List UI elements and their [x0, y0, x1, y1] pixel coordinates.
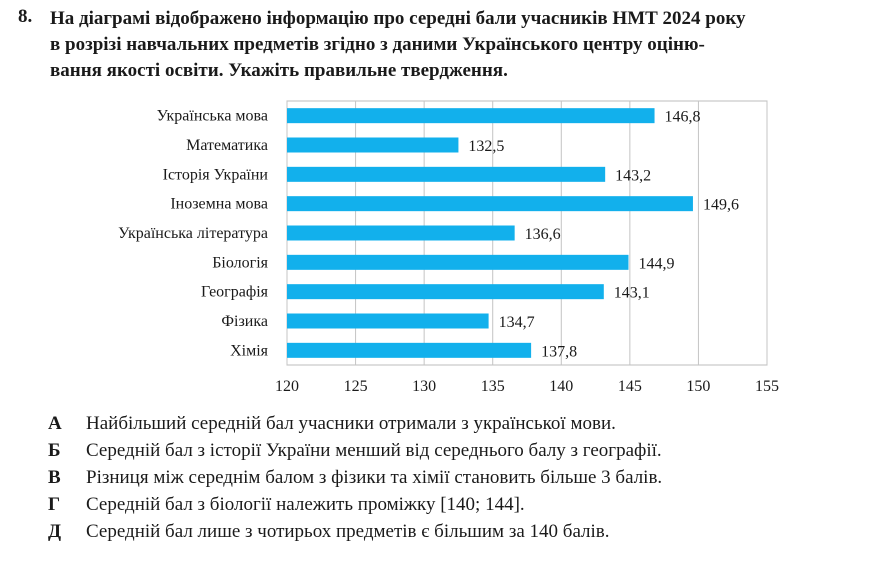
x-tick-label: 155 [755, 378, 779, 395]
bar [287, 196, 693, 212]
category-label: Українська література [118, 225, 268, 242]
answer-letter: А [48, 413, 62, 434]
x-tick-label: 130 [412, 378, 436, 395]
chart-labels: 120 125 130 135 140 145 150 155 Українська мова 1… [118, 108, 779, 395]
x-tick-label: 140 [549, 378, 573, 395]
category-label: Хімія [230, 342, 269, 359]
value-label: 146,8 [665, 109, 701, 126]
value-label: 136,6 [525, 226, 561, 243]
bar [287, 254, 629, 270]
bar [287, 166, 606, 182]
value-label: 137,8 [541, 343, 577, 360]
value-label: 143,1 [614, 285, 650, 302]
answer-text: Середній бал з історії України менший ві… [86, 440, 662, 461]
answer-text: Середній бал лише з чотирьох предметів є… [86, 521, 610, 542]
chart-bars [287, 108, 693, 358]
bar [287, 108, 655, 124]
bar [287, 313, 489, 329]
value-label: 134,7 [499, 314, 535, 331]
x-tick-label: 120 [275, 378, 299, 395]
category-label: Фізика [221, 313, 268, 330]
x-tick-label: 145 [618, 378, 642, 395]
value-label: 149,6 [703, 197, 739, 214]
answer-text: Різниця між середнім балом з фізики та х… [86, 467, 663, 488]
bar [287, 137, 459, 153]
bar [287, 225, 515, 241]
question-number: 8. [18, 6, 33, 27]
question-line: вання якості освіти. Укажіть правильне т… [50, 60, 508, 81]
x-tick-label: 135 [481, 378, 505, 395]
answer-letter: Б [48, 440, 61, 461]
x-tick-label: 125 [344, 378, 368, 395]
question-line: в розрізі навчальних предметів згідно з … [50, 34, 705, 55]
category-label: Географія [201, 284, 269, 301]
bar [287, 284, 604, 300]
category-label: Історія України [163, 166, 269, 183]
category-label: Математика [186, 137, 268, 154]
x-tick-label: 150 [686, 378, 710, 395]
question-line: На діаграмі відображено інформацію про с… [50, 8, 746, 29]
answer-letter: Г [48, 494, 61, 515]
category-label: Біологія [212, 254, 268, 271]
bar [287, 342, 532, 358]
category-label: Іноземна мова [170, 196, 268, 213]
answer-letter: Д [48, 521, 62, 542]
question-text: На діаграмі відображено інформацію про с… [50, 6, 820, 84]
value-label: 143,2 [615, 167, 651, 184]
value-label: 132,5 [468, 138, 504, 155]
answer-letter: В [48, 467, 61, 488]
value-label: 144,9 [638, 255, 674, 272]
bar-chart: 120 125 130 135 140 145 150 155 Українська мова 1… [118, 100, 779, 395]
answer-text: Середній бал з біології належить проміжк… [86, 494, 525, 515]
category-label: Українська мова [157, 108, 268, 125]
answer-text: Найбільший середній бал учасники отримал… [86, 413, 616, 434]
